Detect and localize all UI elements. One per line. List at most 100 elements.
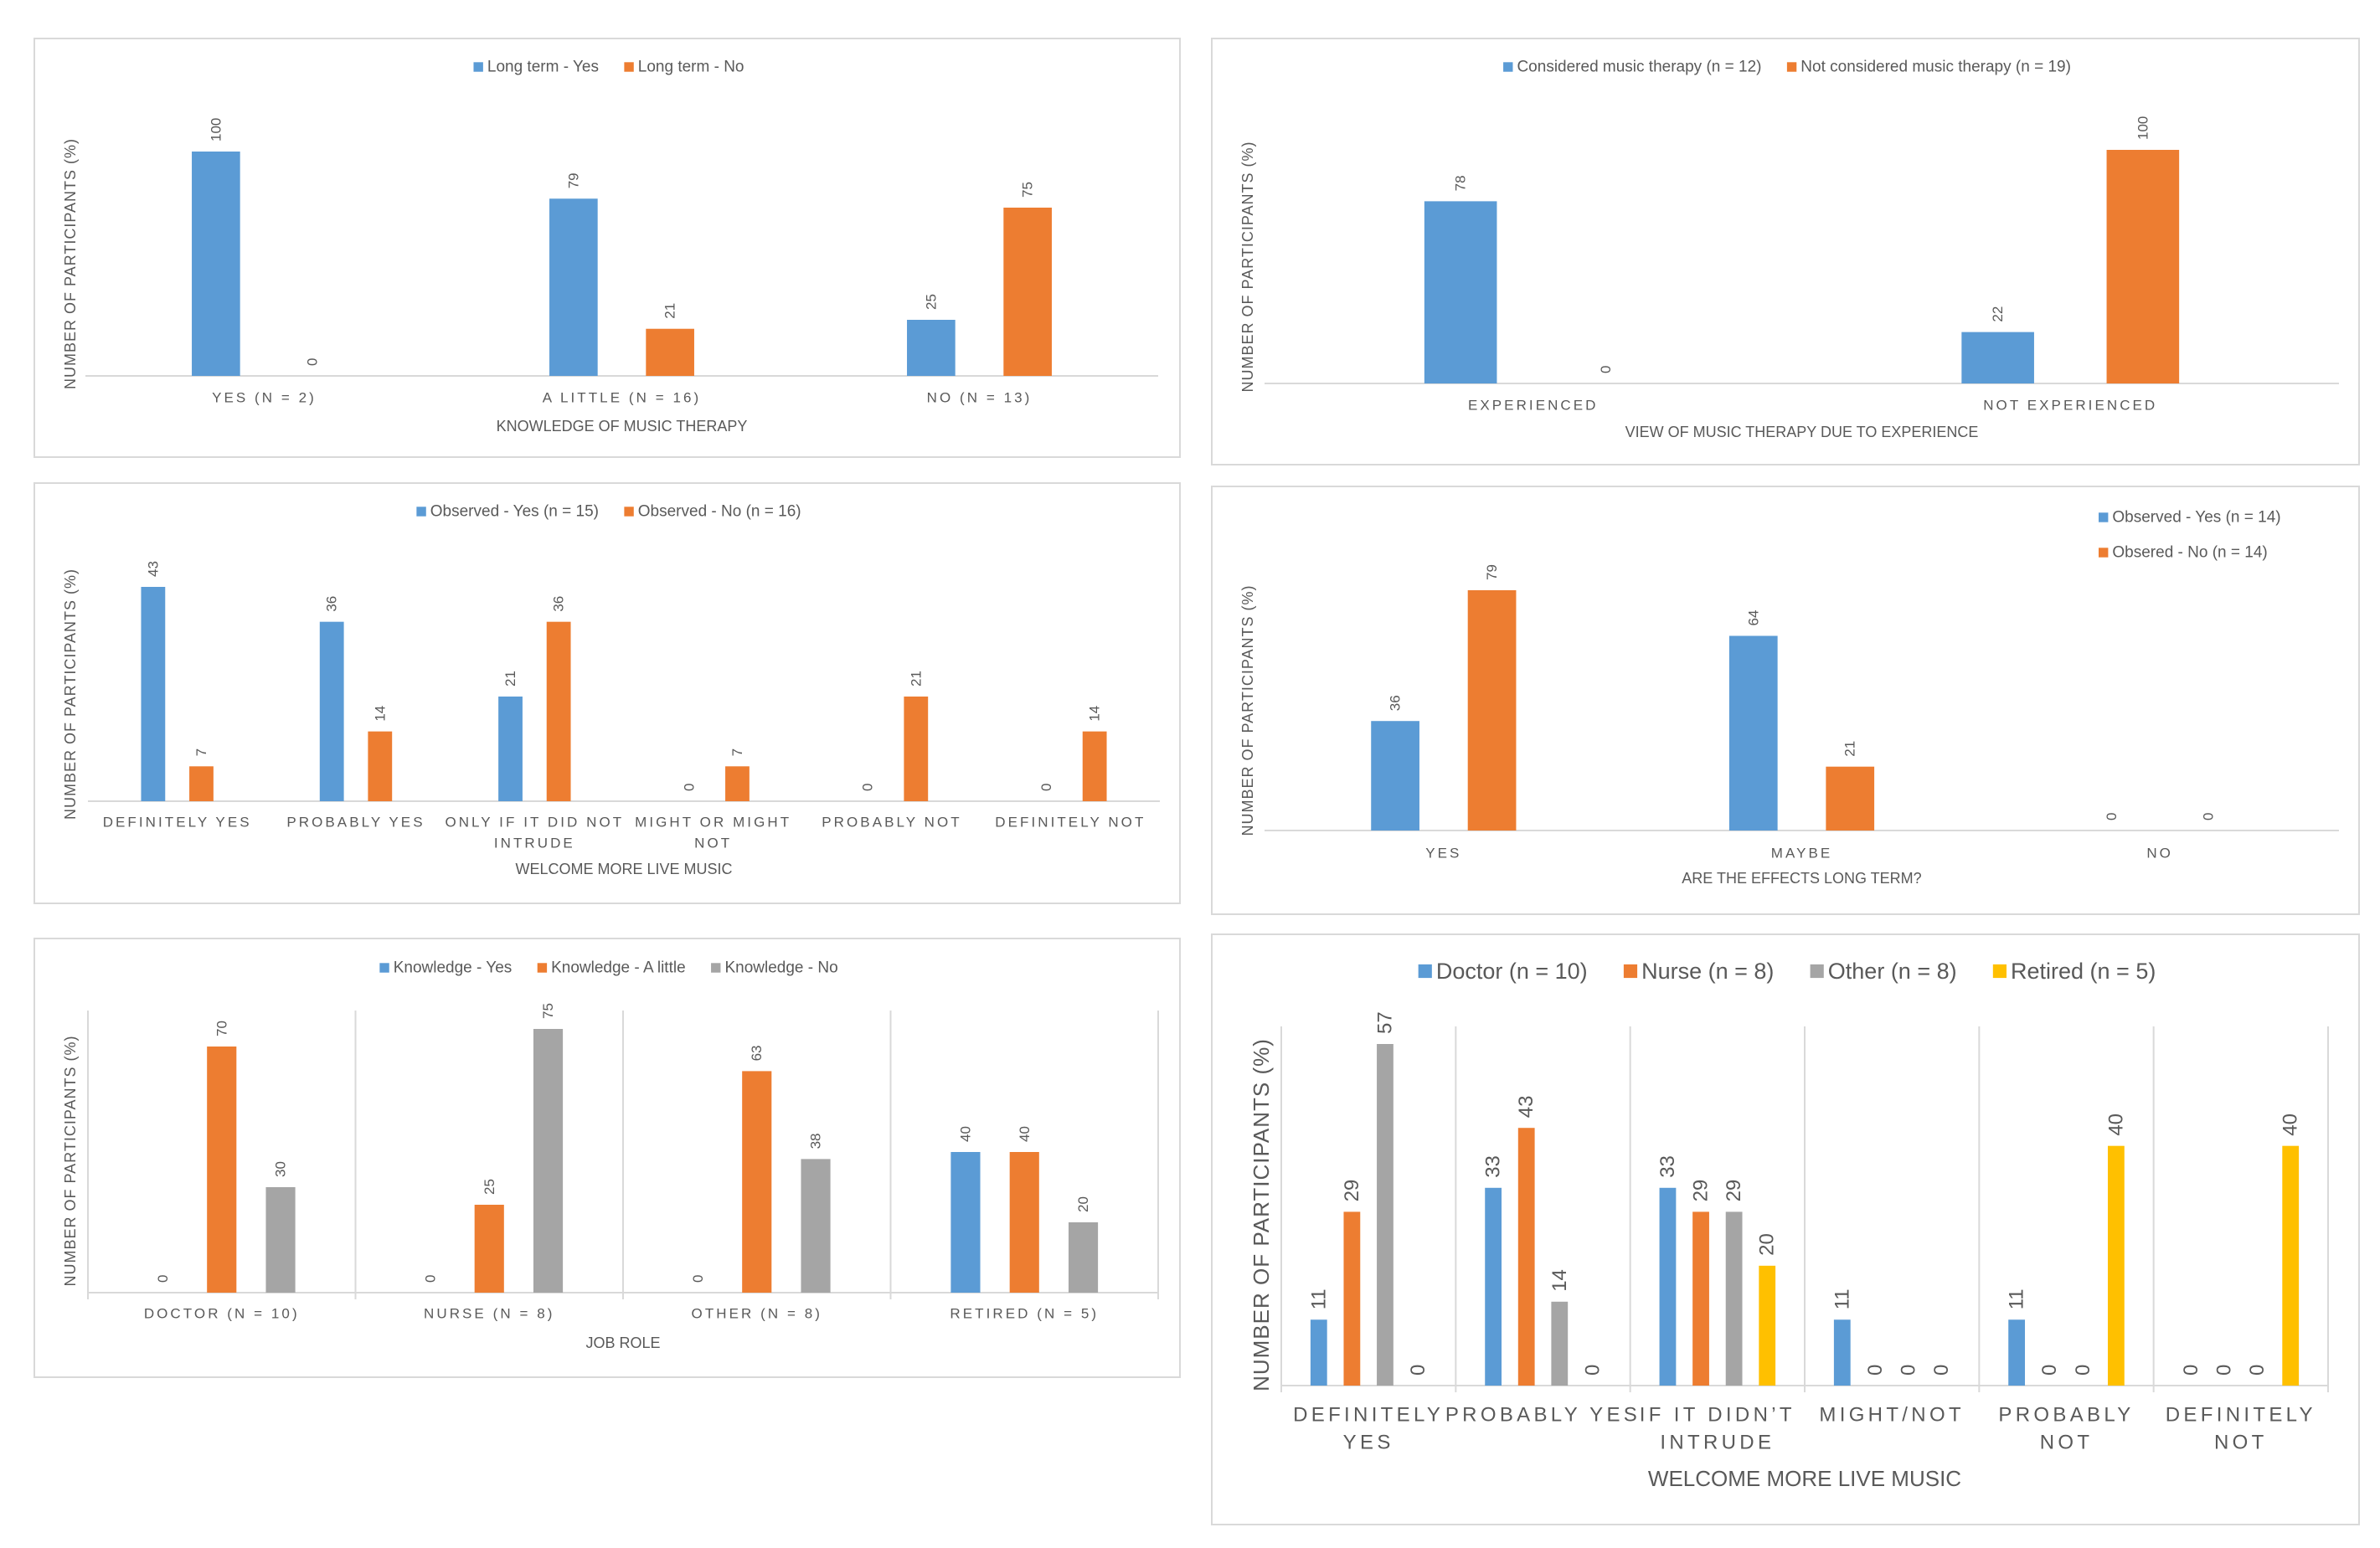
legend-swatch — [473, 62, 483, 72]
chart-welcome-live-music-observed: 43 7 DEFINITELY YES 36 14 PROBABLY YES 21 36 ONL… — [62, 503, 1160, 877]
data-label: 0 — [1864, 1365, 1887, 1376]
x-axis-title: ARE THE EFFECTS LONG TERM? — [1682, 870, 1921, 887]
data-label: 0 — [1897, 1365, 1919, 1376]
data-label: 40 — [2280, 1113, 2302, 1136]
data-label: 0 — [2180, 1365, 2202, 1376]
legend-label: Obsered - No (n = 14) — [2112, 544, 2267, 562]
y-axis-title: NUMBER OF PARTICIPANTS (%) — [1249, 1038, 1274, 1391]
category-label: PROBABLY YES — [286, 815, 425, 831]
legend: Long term - Yes Long term - No — [473, 59, 744, 76]
category-label: NURSE (N = 8) — [424, 1306, 554, 1322]
data-label: 38 — [808, 1133, 824, 1149]
category-label: RETIRED (N = 5) — [950, 1306, 1099, 1322]
y-axis-title: NUMBER OF PARTICIPANTS (%) — [62, 138, 79, 389]
category-label: NOT — [2040, 1432, 2094, 1454]
legend-label: Observed - Yes (n = 14) — [2112, 509, 2280, 527]
data-label: 21 — [1842, 741, 1858, 757]
data-label: 20 — [1756, 1233, 1779, 1256]
legend-swatch — [1623, 964, 1638, 979]
data-label: 64 — [1745, 610, 1761, 626]
data-label: 36 — [324, 596, 340, 612]
bar — [1424, 201, 1497, 383]
legend-swatch — [2099, 512, 2109, 522]
data-label: 29 — [1690, 1180, 1713, 1202]
category-label: YES — [1425, 846, 1461, 861]
data-label: 7 — [193, 748, 209, 756]
chart-effects-long-term: 36 79 YES 64 21 MAYBE 0 0 NO ARE THE EFFECTS LONG… — [1239, 509, 2339, 887]
bar — [319, 621, 344, 801]
data-label: 0 — [2200, 813, 2216, 820]
bar — [1659, 1187, 1677, 1386]
data-label: 0 — [305, 358, 321, 366]
data-label: 0 — [1930, 1365, 1953, 1376]
data-label: 0 — [860, 784, 876, 791]
chart-panel-welcome-live-music-observed: 43 7 DEFINITELY YES 36 14 PROBABLY YES 21 36 ONL… — [33, 482, 1181, 904]
data-label: 0 — [1598, 366, 1614, 373]
legend-swatch — [2099, 548, 2109, 558]
legend-label: Knowledge - A little — [551, 959, 686, 977]
legend-label: Retired (n = 5) — [2011, 959, 2156, 984]
legend-label: Observed - No (n = 16) — [638, 503, 801, 521]
legend-label: Observed - Yes (n = 15) — [430, 503, 599, 521]
bar — [1833, 1319, 1851, 1386]
chart-panel-effects-long-term: 36 79 YES 64 21 MAYBE 0 0 NO ARE THE EFFECTS LONG… — [1211, 486, 2360, 915]
bar — [2008, 1319, 2026, 1386]
bar — [646, 328, 694, 376]
bar — [189, 766, 214, 801]
bar — [1759, 1265, 1776, 1386]
bar — [907, 320, 956, 376]
data-label: 0 — [422, 1275, 438, 1283]
category-label: PROBABLY — [1998, 1404, 2134, 1427]
data-label: 7 — [729, 748, 745, 756]
y-axis-title: NUMBER OF PARTICIPANTS (%) — [62, 1035, 79, 1286]
bar — [546, 621, 571, 801]
category-label: DOCTOR (N = 10) — [144, 1306, 300, 1322]
data-label: 43 — [1515, 1096, 1538, 1119]
category-label: MAYBE — [1771, 846, 1833, 861]
data-label: 63 — [749, 1045, 765, 1061]
bar — [1826, 766, 1875, 831]
bar — [1725, 1211, 1743, 1386]
bar — [533, 1029, 564, 1293]
chart-panel-knowledge-by-job-role: 0 70 30 DOCTOR (N = 10) 0 25 75 NURSE (N = 8) 0 6… — [33, 938, 1181, 1378]
category-label: NO — [2146, 846, 2173, 861]
data-label: 100 — [2135, 116, 2151, 140]
category-label: NO (N = 13) — [927, 390, 1033, 406]
category-label: DEFINITELY — [2166, 1404, 2316, 1427]
legend: Observed - Yes (n = 15) Observed - No (n … — [416, 503, 801, 521]
y-axis-title: NUMBER OF PARTICIPANTS (%) — [62, 568, 79, 820]
bar — [950, 1152, 981, 1293]
category-label: A LITTLE (N = 16) — [543, 390, 702, 406]
bar — [1728, 635, 1778, 831]
category-label: MIGHT/NOT — [1819, 1404, 1965, 1427]
bar — [1082, 731, 1107, 801]
bar — [1310, 1319, 1327, 1386]
x-axis-title: VIEW OF MUSIC THERAPY DUE TO EXPERIENCE — [1625, 424, 1979, 440]
bar — [742, 1071, 772, 1293]
data-label: 40 — [2104, 1113, 2127, 1136]
data-label: 21 — [502, 671, 518, 687]
legend-swatch — [379, 963, 389, 973]
data-label: 40 — [957, 1126, 973, 1142]
data-label: 0 — [155, 1275, 171, 1283]
bar — [1377, 1044, 1393, 1386]
bar — [265, 1187, 296, 1293]
legend-label: Doctor (n = 10) — [1436, 959, 1588, 984]
category-label: EXPERIENCED — [1468, 398, 1599, 414]
legend-swatch — [1503, 62, 1513, 72]
data-label: 0 — [2038, 1365, 2061, 1376]
data-label: 21 — [908, 671, 924, 687]
category-label: YES (N = 2) — [212, 390, 317, 406]
data-label: 0 — [2213, 1365, 2236, 1376]
legend-swatch — [624, 62, 634, 72]
bar — [1961, 332, 2034, 383]
chart-knowledge-by-job-role: 0 70 30 DOCTOR (N = 10) 0 25 75 NURSE (N = 8) 0 6… — [62, 959, 1159, 1351]
legend: Knowledge - Yes Knowledge - A little Knowl… — [379, 959, 838, 977]
data-label: 75 — [1020, 182, 1036, 198]
data-label: 14 — [1087, 706, 1103, 722]
legend-swatch — [1418, 964, 1432, 979]
bar — [1371, 721, 1419, 831]
bar — [1009, 1152, 1039, 1293]
bar — [1068, 1222, 1099, 1293]
x-axis-title: WELCOME MORE LIVE MUSIC — [515, 861, 732, 877]
